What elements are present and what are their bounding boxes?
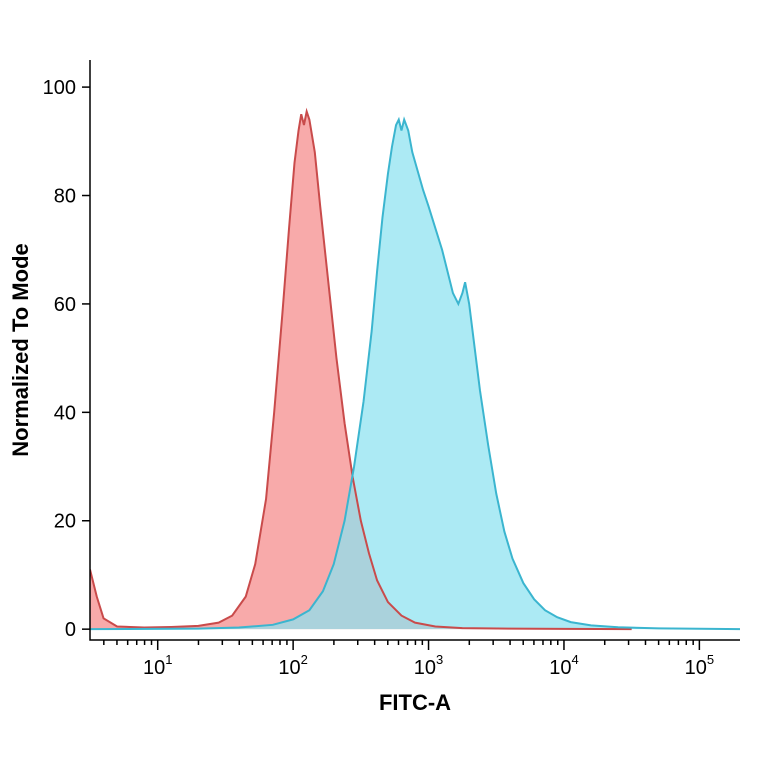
y-tick-label: 40 [54,402,76,424]
y-axis-title: Normalized To Mode [8,243,33,457]
chart-svg: 020406080100101102103104105FITC-ANormali… [0,0,764,764]
y-tick-label: 100 [43,77,76,99]
y-tick-label: 0 [65,619,76,641]
y-tick-label: 20 [54,511,76,533]
y-tick-label: 60 [54,294,76,316]
y-tick-label: 80 [54,186,76,208]
x-axis-title: FITC-A [379,690,451,715]
flow-cytometry-histogram: 020406080100101102103104105FITC-ANormali… [0,0,764,764]
